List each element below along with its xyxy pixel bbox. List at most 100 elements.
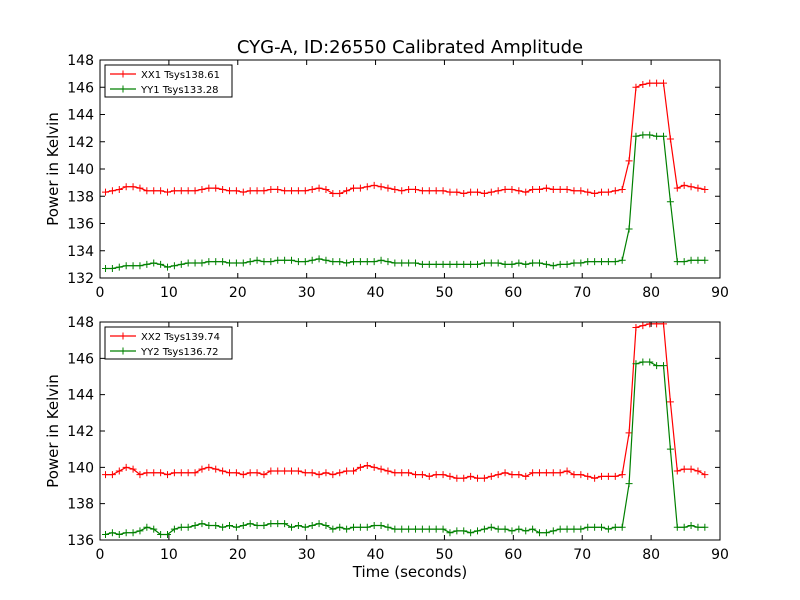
y-tick-label: 138 <box>67 497 94 513</box>
data-point <box>487 259 495 267</box>
x-tick-label: 90 <box>711 285 729 301</box>
data-point <box>680 181 688 189</box>
data-point <box>480 259 488 267</box>
y-tick-label: 136 <box>67 533 94 549</box>
data-point <box>680 523 688 531</box>
data-point <box>177 260 185 268</box>
data-point <box>639 131 647 139</box>
data-point <box>494 187 502 195</box>
data-point <box>474 474 482 482</box>
legend-label: YY1 Tsys133.28 <box>140 85 219 96</box>
data-point <box>122 183 130 191</box>
data-point <box>660 132 668 140</box>
data-point <box>288 467 296 475</box>
data-point <box>212 258 220 266</box>
data-point <box>115 263 123 271</box>
data-point <box>363 462 371 470</box>
data-point <box>391 469 399 477</box>
x-tick-label: 50 <box>436 547 454 563</box>
data-point <box>618 471 626 479</box>
data-point <box>108 529 116 537</box>
data-point <box>577 187 585 195</box>
legend: XX2 Tsys139.74 YY2 Tsys136.72 <box>104 326 233 360</box>
data-point <box>226 259 234 267</box>
data-point <box>164 471 172 479</box>
data-point <box>384 258 392 266</box>
data-point <box>191 259 199 267</box>
data-point <box>522 527 530 535</box>
data-point <box>563 525 571 533</box>
data-point <box>666 198 674 206</box>
x-tick-label: 30 <box>298 547 316 563</box>
data-point <box>398 469 406 477</box>
data-point <box>377 465 385 473</box>
data-point <box>494 525 502 533</box>
data-point <box>549 469 557 477</box>
data-point <box>494 259 502 267</box>
data-point <box>680 465 688 473</box>
data-point <box>294 258 302 266</box>
data-point <box>322 256 330 264</box>
data-point <box>143 523 151 531</box>
data-point <box>350 184 358 192</box>
y-tick-label: 144 <box>67 388 94 404</box>
data-point <box>487 523 495 531</box>
series-line <box>105 361 705 536</box>
data-point <box>405 469 413 477</box>
data-point <box>129 262 137 270</box>
data-point <box>584 258 592 266</box>
data-point <box>336 523 344 531</box>
data-point <box>425 472 433 480</box>
data-point <box>122 262 130 270</box>
data-point <box>308 185 316 193</box>
data-point <box>322 469 330 477</box>
x-axis-label: Time (seconds) <box>352 563 468 581</box>
data-point <box>301 523 309 531</box>
data-point <box>267 185 275 193</box>
data-point <box>598 188 606 196</box>
data-point <box>274 520 282 528</box>
data-point <box>577 471 585 479</box>
legend-box <box>104 326 233 360</box>
data-point <box>157 531 165 539</box>
data-point <box>274 467 282 475</box>
data-point <box>412 525 420 533</box>
data-point <box>356 463 364 471</box>
data-point <box>260 521 268 529</box>
data-point <box>536 529 544 537</box>
data-point <box>694 256 702 264</box>
data-point <box>350 258 358 266</box>
data-point <box>356 523 364 531</box>
data-point <box>570 187 578 195</box>
data-point <box>536 259 544 267</box>
data-point <box>467 529 475 537</box>
y-tick-label: 140 <box>67 460 94 476</box>
data-point <box>508 185 516 193</box>
data-point <box>563 185 571 193</box>
data-point <box>556 525 564 533</box>
data-point <box>618 256 626 264</box>
data-point <box>329 471 337 479</box>
data-point <box>288 187 296 195</box>
data-point <box>529 469 537 477</box>
data-point <box>549 527 557 535</box>
legend-label: YY2 Tsys136.72 <box>140 347 219 358</box>
data-point <box>370 258 378 266</box>
data-point <box>122 529 130 537</box>
data-point <box>356 184 364 192</box>
data-point <box>653 79 661 87</box>
data-point <box>501 185 509 193</box>
data-point <box>115 185 123 193</box>
data-point <box>625 157 633 165</box>
y-tick-label: 138 <box>67 189 94 205</box>
data-point <box>412 259 420 267</box>
data-point <box>157 187 165 195</box>
y-tick-label: 148 <box>67 53 94 69</box>
data-point <box>219 523 227 531</box>
data-point <box>253 187 261 195</box>
data-point <box>687 256 695 264</box>
data-point <box>150 187 158 195</box>
data-point <box>563 467 571 475</box>
x-tick-label: 0 <box>96 285 105 301</box>
data-point <box>604 188 612 196</box>
